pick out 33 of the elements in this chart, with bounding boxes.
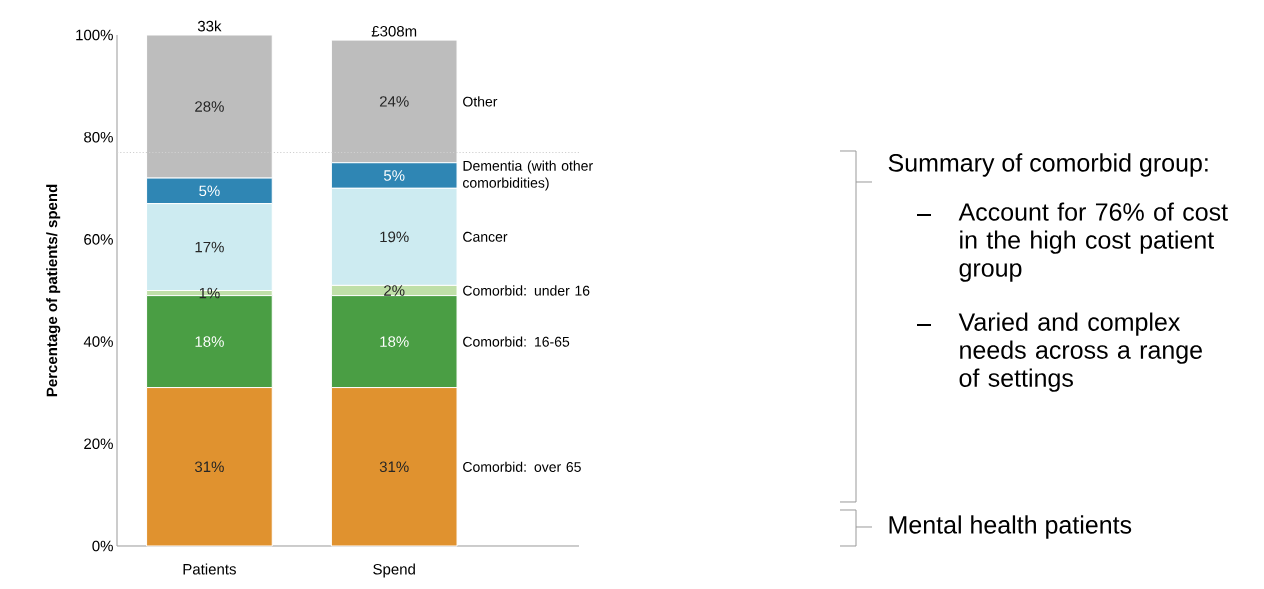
series-label: Dementia (with other comorbidities): [463, 160, 593, 191]
y-axis-title: Percentage of patients/ spend: [46, 184, 61, 397]
data-label: 31%: [194, 461, 224, 473]
annotation: £308m: [371, 25, 417, 37]
data-label: 18%: [380, 336, 409, 347]
y-tick-label: 20%: [84, 438, 113, 450]
y-tick-label: 40%: [83, 336, 113, 347]
data-label: 28%: [195, 101, 224, 112]
series-label: Comorbid: 16-65: [463, 336, 570, 347]
data-label: 18%: [195, 336, 224, 347]
data-label: 5%: [199, 185, 220, 197]
y-tick-label: 0%: [92, 540, 113, 552]
data-label: 24%: [379, 96, 409, 107]
data-label: 19%: [380, 231, 409, 243]
series-label: Cancer: [463, 231, 508, 242]
text: Mental health patients: [889, 515, 1132, 539]
annotation: 33k: [197, 20, 222, 32]
series-label: Comorbid: over 65: [463, 461, 581, 472]
data-label: 17%: [195, 241, 224, 253]
x-tick-label: Patients: [183, 563, 236, 575]
text: Account for 76% of cost in the high cost patient group: [958, 202, 1228, 282]
y-tick-label: 60%: [84, 234, 113, 245]
data-label: 1%: [199, 287, 220, 299]
text: Varied and complex needs across a range of settings: [958, 312, 1202, 392]
data-label: 5%: [383, 170, 405, 181]
text: Summary of comorbid group:: [888, 153, 1208, 177]
y-tick-label: 100%: [76, 29, 113, 41]
y-tick-label: 80%: [84, 131, 113, 143]
x-tick-label: Spend: [373, 563, 415, 578]
data-label: 31%: [379, 461, 409, 473]
series-label: Other: [463, 96, 498, 107]
series-label: Comorbid: under 16: [463, 285, 590, 296]
data-label: 2%: [384, 285, 405, 296]
